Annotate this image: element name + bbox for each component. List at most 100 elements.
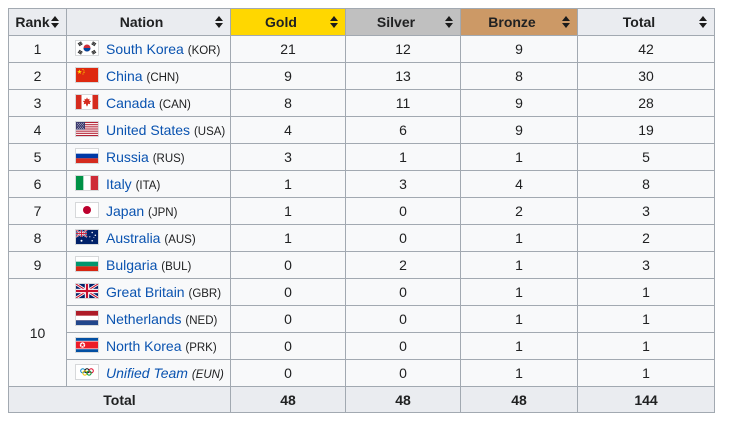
- column-header-total[interactable]: Total: [577, 8, 715, 36]
- flag-russia-icon: [75, 148, 99, 165]
- nation-code: (GBR): [188, 288, 222, 301]
- column-header-nation[interactable]: Nation: [66, 8, 231, 36]
- table-row: 4 United States (USA) 4 6 9 19: [8, 116, 715, 144]
- nation-code: (RUS): [152, 153, 185, 166]
- nation-link[interactable]: Canada: [106, 95, 156, 112]
- nation-link[interactable]: Italy: [106, 176, 132, 193]
- header-label: Gold: [265, 14, 297, 30]
- table-row: 9 Bulgaria (BUL) 0 2 1 3: [8, 251, 715, 279]
- sort-icon[interactable]: [445, 16, 453, 28]
- gold-cell: 1: [230, 170, 346, 198]
- total-cell: 3: [577, 197, 715, 225]
- rank-cell: 7: [8, 197, 67, 225]
- nation-link[interactable]: United States: [106, 122, 191, 139]
- nation-link[interactable]: South Korea: [106, 41, 184, 58]
- nation-code: (USA): [193, 126, 226, 139]
- silver-cell: 12: [345, 35, 461, 63]
- total-cell: 30: [577, 62, 715, 90]
- sort-icon[interactable]: [215, 16, 223, 28]
- silver-cell: 13: [345, 62, 461, 90]
- column-header-silver[interactable]: Silver: [345, 8, 461, 36]
- bronze-cell: 1: [460, 278, 578, 306]
- nation-cell: Great Britain (GBR): [66, 278, 231, 306]
- nation-cell: United States (USA): [66, 116, 231, 144]
- nation-cell: North Korea (PRK): [66, 332, 231, 360]
- bronze-cell: 1: [460, 143, 578, 171]
- silver-cell: 0: [345, 197, 461, 225]
- total-cell: 5: [577, 143, 715, 171]
- nation-cell: Canada (CAN): [66, 89, 231, 117]
- gold-cell: 1: [230, 224, 346, 252]
- nation-link[interactable]: Australia: [106, 230, 161, 247]
- flag-south-korea-icon: [75, 40, 99, 57]
- table-row: Netherlands (NED) 0 0 1 1: [9, 305, 715, 333]
- silver-cell: 0: [345, 278, 461, 306]
- nation-code: (BUL): [161, 261, 192, 274]
- silver-cell: 0: [345, 305, 461, 333]
- silver-cell: 6: [345, 116, 461, 144]
- sort-icon[interactable]: [51, 16, 59, 28]
- bronze-cell: 1: [460, 305, 578, 333]
- total-cell: 1: [577, 305, 715, 333]
- flag-netherlands-icon: [75, 310, 99, 327]
- gold-cell: 0: [230, 305, 346, 333]
- gold-cell: 0: [230, 278, 346, 306]
- gold-cell: 4: [230, 116, 346, 144]
- nation-code: (ITA): [135, 180, 161, 193]
- column-header-gold[interactable]: Gold: [230, 8, 346, 36]
- nation-cell: Japan (JPN): [66, 197, 231, 225]
- flag-bulgaria-icon: [75, 256, 99, 273]
- bronze-cell: 1: [460, 332, 578, 360]
- silver-cell: 11: [345, 89, 461, 117]
- nation-code: (PRK): [185, 342, 217, 355]
- total-cell: 1: [577, 278, 715, 306]
- nation-cell: China (CHN): [66, 62, 231, 90]
- total-silver: 48: [345, 386, 461, 413]
- nation-link[interactable]: Unified Team: [106, 365, 188, 382]
- flag-china-icon: [75, 67, 99, 84]
- flag-canada-icon: [75, 94, 99, 111]
- total-cell: 42: [577, 35, 715, 63]
- header-row: Rank Nation Gold Silver Bronze Total: [8, 8, 715, 36]
- flag-north-korea-icon: [75, 337, 99, 354]
- nation-link[interactable]: Netherlands: [106, 311, 182, 328]
- total-cell: 3: [577, 251, 715, 279]
- rank-cell: 3: [8, 89, 67, 117]
- silver-cell: 0: [345, 224, 461, 252]
- flag-great-britain-icon: [75, 283, 99, 300]
- total-gold: 48: [230, 386, 346, 413]
- column-header-rank[interactable]: Rank: [8, 8, 67, 36]
- table-row: 3 Canada (CAN) 8 11 9 28: [8, 89, 715, 117]
- nation-link[interactable]: China: [106, 68, 143, 85]
- sort-icon[interactable]: [562, 16, 570, 28]
- nation-link[interactable]: Great Britain: [106, 284, 185, 301]
- gold-cell: 3: [230, 143, 346, 171]
- nation-link[interactable]: Bulgaria: [106, 257, 158, 274]
- sort-icon[interactable]: [330, 16, 338, 28]
- header-label: Silver: [376, 14, 416, 30]
- total-cell: 1: [577, 332, 715, 360]
- table-row: 5 Russia (RUS) 3 1 1 5: [8, 143, 715, 171]
- rank-cell: 1: [8, 35, 67, 63]
- header-label: Nation: [119, 14, 164, 30]
- table-row: North Korea (PRK) 0 0 1 1: [9, 332, 715, 360]
- total-cell: 28: [577, 89, 715, 117]
- total-bronze: 48: [460, 386, 578, 413]
- total-cell: 1: [577, 359, 715, 387]
- nation-link[interactable]: Russia: [106, 149, 149, 166]
- silver-cell: 1: [345, 143, 461, 171]
- table-row: Unified Team (EUN) 0 0 1 1: [9, 359, 715, 387]
- nation-link[interactable]: North Korea: [106, 338, 182, 355]
- column-header-bronze[interactable]: Bronze: [460, 8, 578, 36]
- header-label: Total: [622, 14, 656, 30]
- rank-cell: 4: [8, 116, 67, 144]
- sort-icon[interactable]: [699, 16, 707, 28]
- nation-code: (NED): [185, 315, 218, 328]
- bronze-cell: 2: [460, 197, 578, 225]
- gold-cell: 0: [230, 359, 346, 387]
- nation-cell: Italy (ITA): [66, 170, 231, 198]
- bronze-cell: 9: [460, 89, 578, 117]
- nation-link[interactable]: Japan: [106, 203, 145, 220]
- rank-cell: 2: [8, 62, 67, 90]
- total-cell: 19: [577, 116, 715, 144]
